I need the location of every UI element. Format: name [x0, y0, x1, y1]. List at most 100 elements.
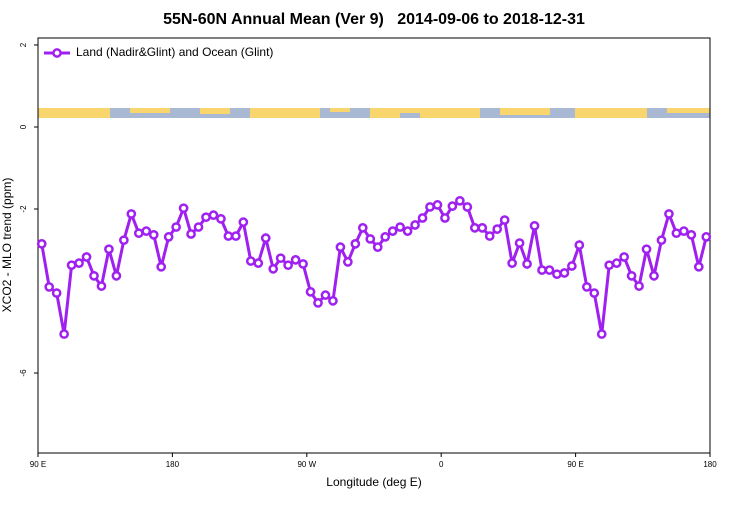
data-point [514, 238, 525, 248]
data-point [559, 268, 570, 278]
data-point [679, 226, 689, 236]
data-point [581, 282, 592, 292]
data-point [335, 242, 346, 252]
data-point [701, 232, 712, 242]
data-point [51, 288, 62, 298]
data-point [268, 264, 279, 274]
data-point [313, 298, 323, 308]
data-point [104, 244, 114, 255]
y-tick-label: -2 [19, 205, 28, 213]
data-point [507, 258, 517, 268]
data-point [604, 260, 615, 271]
data-point [499, 215, 510, 225]
data-point [350, 239, 361, 249]
x-tick-label: 180 [703, 460, 717, 469]
data-point [589, 288, 600, 298]
data-point [477, 223, 488, 233]
data-point [111, 270, 122, 281]
data-point [522, 259, 532, 269]
data-point [223, 231, 234, 241]
data-point [298, 259, 308, 269]
data-point [89, 270, 99, 281]
data-point [417, 213, 428, 223]
legend-marker [52, 48, 62, 58]
data-point [216, 213, 226, 224]
data-point [141, 226, 152, 236]
data-point [440, 213, 450, 223]
x-tick-label: 90 W [297, 460, 316, 469]
data-point [178, 203, 189, 214]
data-point [74, 258, 84, 268]
data-point [626, 270, 637, 281]
data-point [260, 233, 271, 243]
data-point [193, 222, 204, 232]
data-point [611, 258, 622, 268]
data-point [469, 223, 480, 233]
y-axis-label: XCO2 - MLO trend (ppm) [0, 178, 14, 313]
data-point [664, 209, 674, 219]
data-point [462, 202, 473, 212]
data-point [425, 202, 435, 212]
data-point [44, 282, 55, 292]
data-point [537, 265, 547, 275]
data-point [148, 229, 159, 240]
y-tick-label: 0 [19, 124, 28, 129]
data-point [365, 234, 376, 244]
data-point [328, 296, 338, 306]
x-tick-label: 90 E [567, 460, 583, 469]
x-axis-label: Longitude (deg E) [326, 475, 421, 489]
data-point [290, 255, 301, 265]
data-point [283, 260, 293, 271]
data-point [387, 226, 398, 236]
data-point [656, 235, 667, 246]
chart-title: 55N-60N Annual Mean (Ver 9) 2014-09-06 t… [163, 11, 585, 28]
data-point [529, 220, 540, 231]
data-point [634, 281, 644, 291]
data-point [596, 329, 607, 339]
data-point [186, 229, 196, 239]
data-point [686, 229, 697, 240]
data-point [320, 290, 331, 300]
data-point [59, 329, 69, 339]
data-point [432, 200, 443, 210]
data-point [380, 232, 391, 242]
data-point [208, 210, 219, 221]
legend-label: Land (Nadir&Glint) and Ocean (Glint) [76, 45, 273, 59]
data-point [357, 223, 368, 233]
x-tick-label: 90 E [30, 460, 46, 469]
data-point [447, 201, 458, 211]
data-point [395, 222, 405, 232]
data-point [253, 258, 264, 268]
map-strip [38, 108, 710, 118]
x-tick-label: 0 [439, 460, 444, 469]
data-point [126, 209, 137, 219]
data-point [693, 261, 704, 272]
x-tick-label: 180 [166, 460, 180, 469]
data-point [619, 252, 629, 262]
data-point [36, 239, 47, 249]
data-point [552, 269, 562, 280]
data-point [171, 222, 181, 232]
data-point [66, 260, 77, 271]
data-point [305, 286, 316, 297]
data-point [201, 212, 211, 223]
data-point [544, 265, 555, 275]
data-point [567, 261, 577, 271]
data-point [649, 270, 659, 281]
data-point [163, 232, 174, 242]
data-point [671, 228, 682, 239]
data-point [641, 244, 652, 255]
data-point [372, 242, 383, 252]
data-point [574, 240, 585, 250]
data-point [133, 228, 144, 239]
y-tick-label: -6 [19, 369, 28, 377]
data-point [343, 257, 353, 267]
data-point [410, 220, 420, 230]
data-point [96, 281, 107, 291]
data-point [484, 231, 495, 241]
data-point [245, 256, 256, 266]
data-point [238, 217, 249, 227]
y-tick-label: 2 [19, 42, 28, 47]
data-point [492, 224, 503, 234]
